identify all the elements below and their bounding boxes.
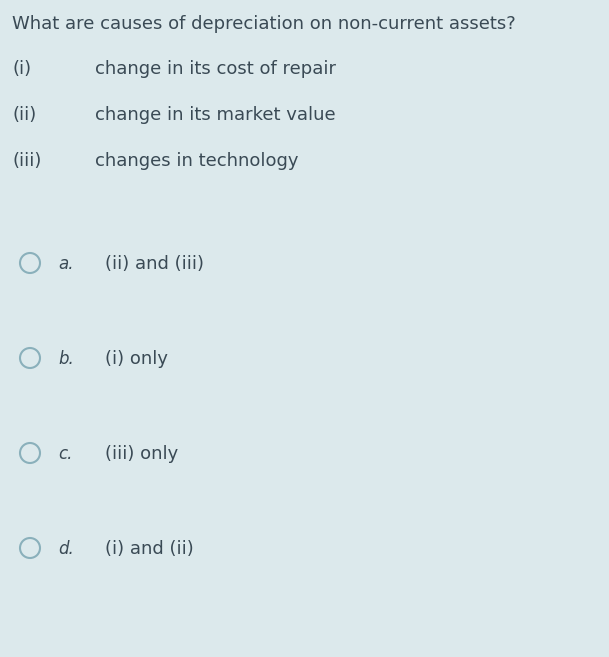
Text: (iii) only: (iii) only — [105, 445, 178, 463]
Text: change in its cost of repair: change in its cost of repair — [95, 60, 336, 78]
Text: What are causes of depreciation on non-current assets?: What are causes of depreciation on non-c… — [12, 15, 516, 33]
Text: changes in technology: changes in technology — [95, 152, 298, 170]
Text: (i) only: (i) only — [105, 350, 168, 368]
Text: a.: a. — [58, 255, 74, 273]
Text: c.: c. — [58, 445, 72, 463]
Text: b.: b. — [58, 350, 74, 368]
Text: d.: d. — [58, 540, 74, 558]
Text: (ii): (ii) — [12, 106, 37, 124]
Text: (iii): (iii) — [12, 152, 41, 170]
Text: (i) and (ii): (i) and (ii) — [105, 540, 194, 558]
Text: change in its market value: change in its market value — [95, 106, 336, 124]
Text: (i): (i) — [12, 60, 31, 78]
Text: (ii) and (iii): (ii) and (iii) — [105, 255, 204, 273]
